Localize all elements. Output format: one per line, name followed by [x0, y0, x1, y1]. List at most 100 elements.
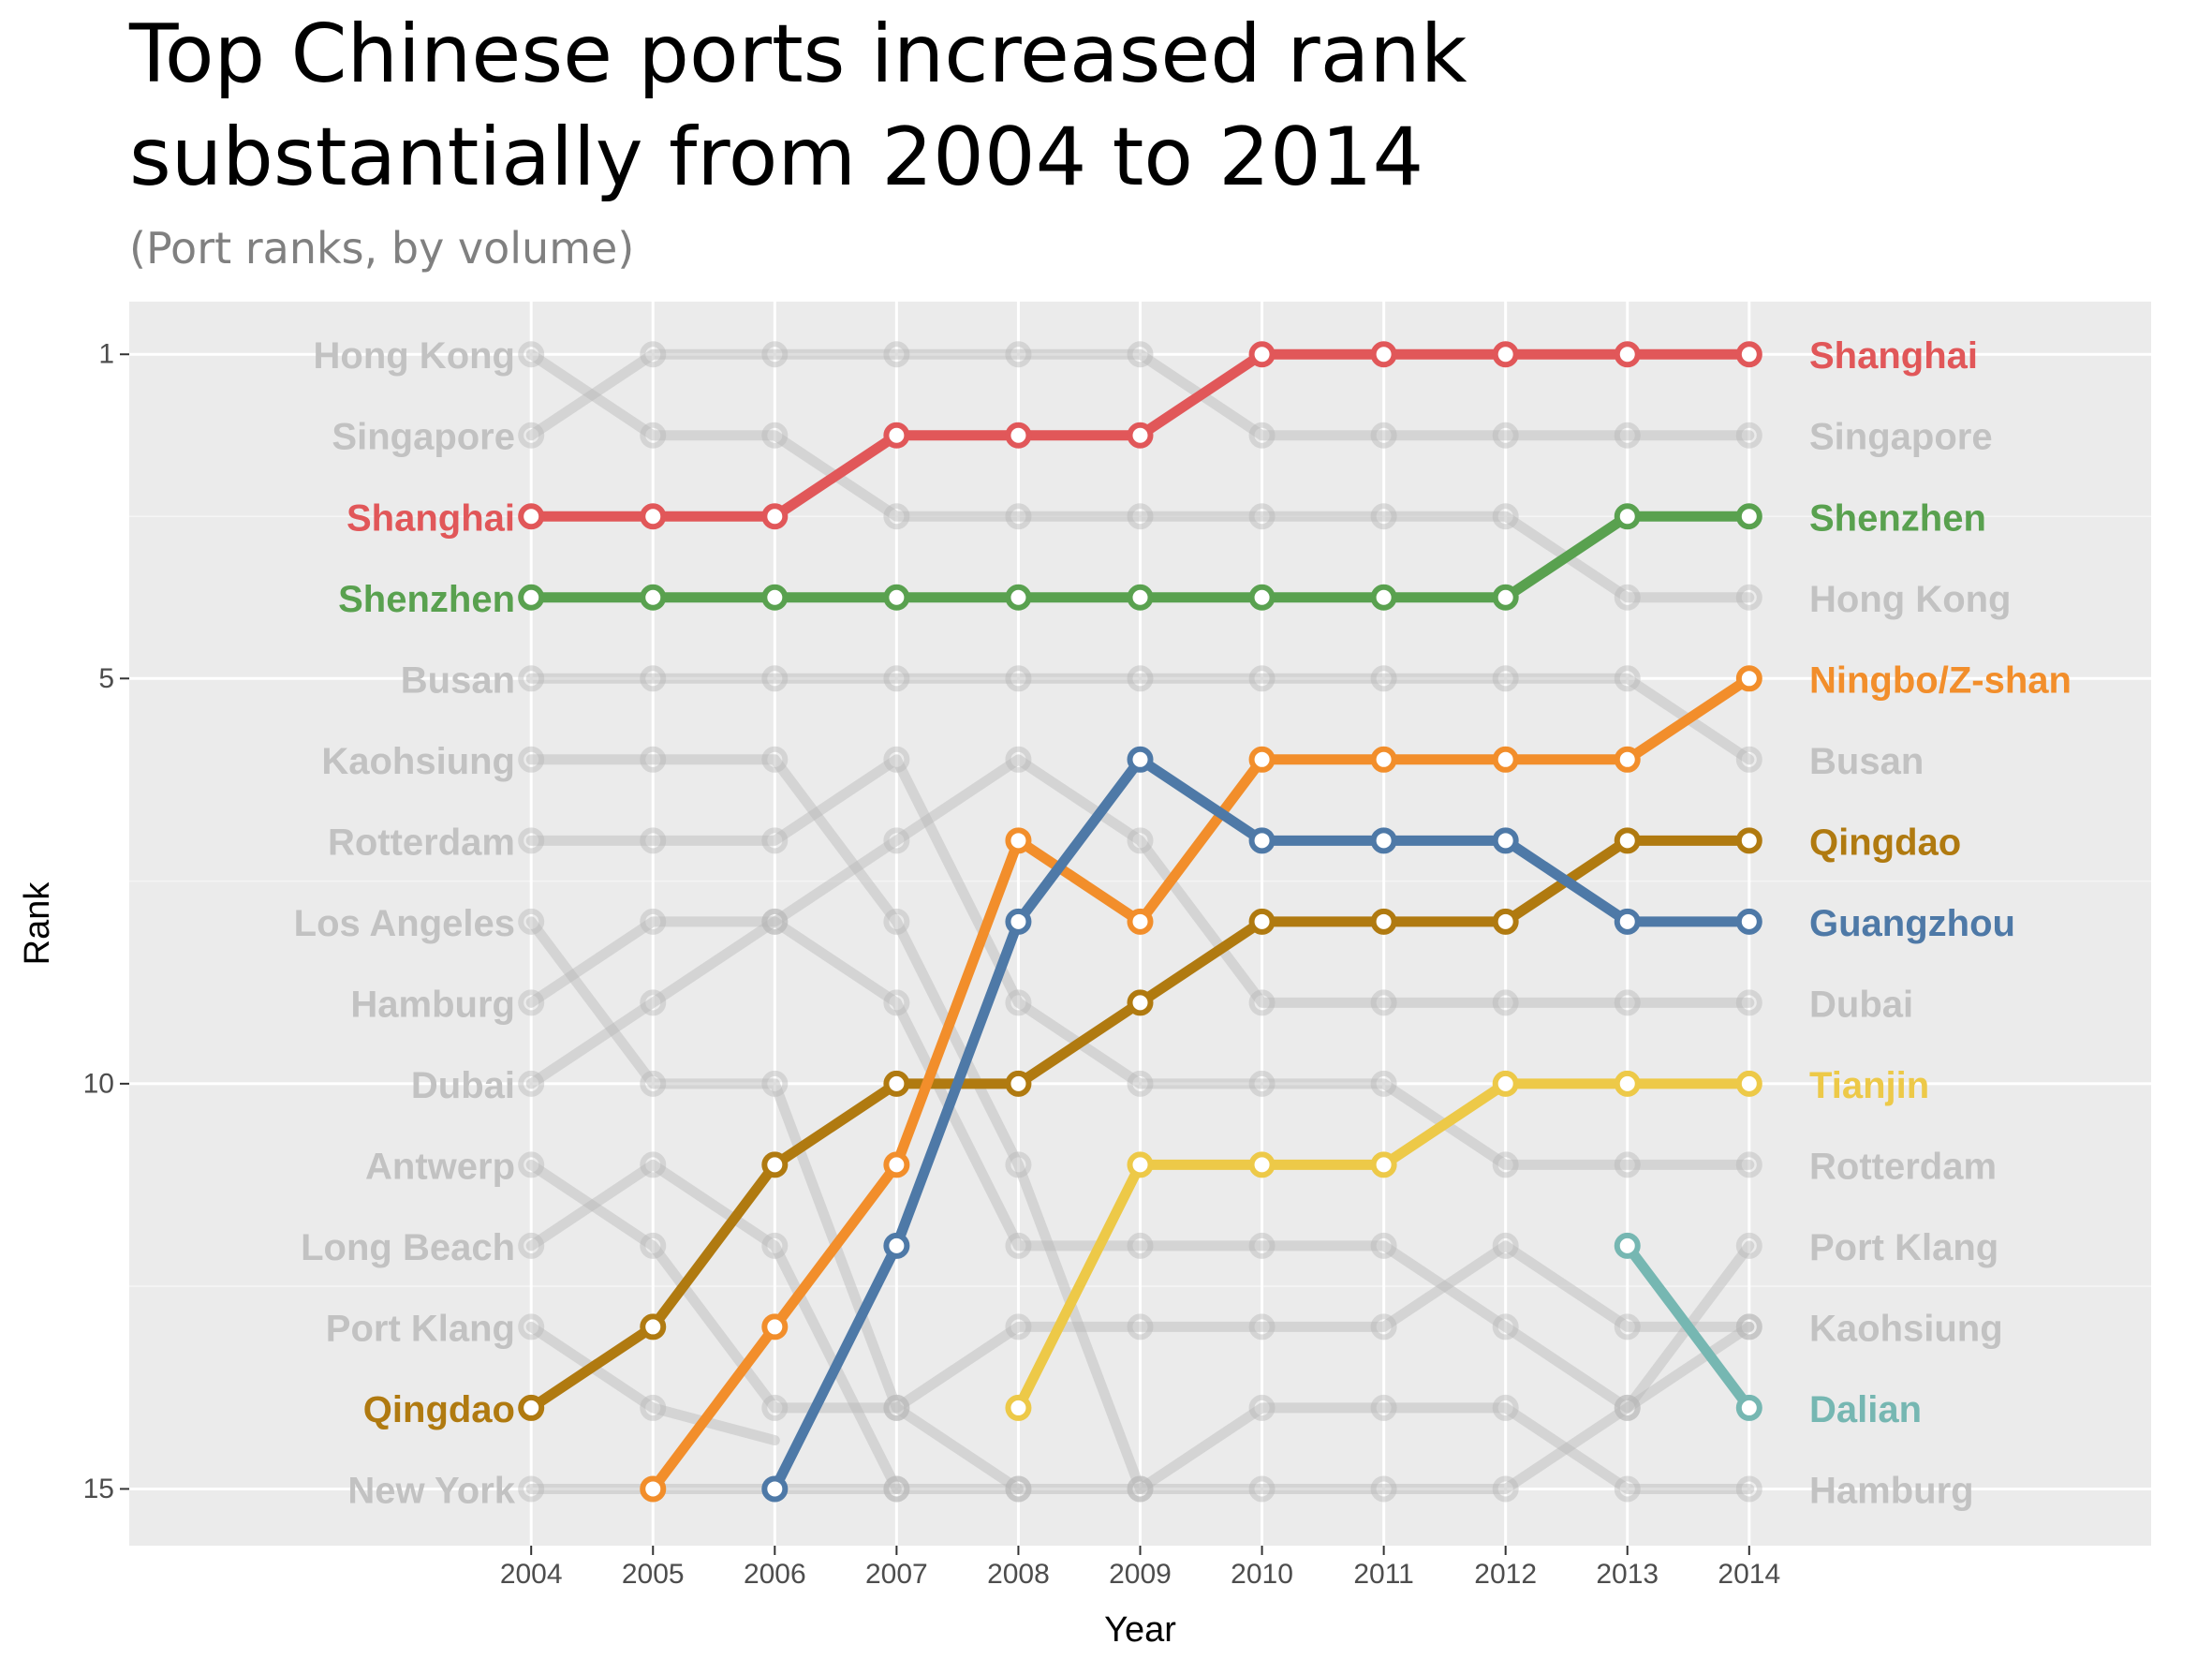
data-point-kaohsiung-2005 [640, 746, 667, 773]
data-point-new-york-2010 [1248, 1394, 1276, 1421]
data-point-busan-2013 [1614, 665, 1641, 692]
data-point-los-angeles-2007 [883, 1394, 910, 1421]
data-point-hong-kong-2006 [761, 422, 789, 449]
right-label-tianjin: Tianjin [1809, 1065, 1929, 1106]
chart-subtitle: (Port ranks, by volume) [129, 223, 635, 274]
data-point-busan-2005 [640, 665, 667, 692]
data-point-guangzhou-2014 [1735, 908, 1762, 935]
data-point-shanghai-2010 [1248, 341, 1276, 368]
data-point-qingdao-2005 [640, 1313, 667, 1341]
right-label-kaohsiung: Kaohsiung [1809, 1308, 2003, 1349]
data-point-shenzhen-2009 [1127, 584, 1154, 611]
data-point-shanghai-2008 [1005, 422, 1032, 449]
right-label-hong-kong: Hong Kong [1809, 579, 2012, 620]
series-line-los-angeles [525, 916, 1024, 1494]
left-label-antwerp: Antwerp [365, 1146, 515, 1187]
data-point-dubai-2011 [1370, 1232, 1397, 1259]
data-point-dubai-2007 [883, 989, 910, 1016]
data-point-port-klang-2005 [640, 1394, 667, 1421]
data-point-new-york-2012 [1492, 1394, 1519, 1421]
left-label-shenzhen: Shenzhen [338, 579, 515, 620]
data-point-hamburg-2012 [1492, 989, 1519, 1016]
left-label-dubai: Dubai [411, 1065, 515, 1106]
data-point-ningbo-z-shan-2006 [761, 1313, 789, 1341]
series-line-busan [525, 673, 1755, 765]
data-point-los-angeles-2005 [640, 1070, 667, 1097]
data-point-los-angeles-2008 [1005, 1475, 1032, 1503]
x-tick-label-2011: 2011 [1353, 1559, 1414, 1590]
data-point-shanghai-2012 [1492, 341, 1519, 368]
x-axis-title: Year [1104, 1610, 1176, 1650]
right-label-shenzhen: Shenzhen [1809, 497, 1986, 539]
data-point-ningbo-z-shan-2012 [1492, 746, 1519, 773]
right-label-guangzhou: Guangzhou [1809, 903, 2015, 944]
data-point-shenzhen-2007 [883, 584, 910, 611]
data-point-rotterdam-2011 [1370, 1070, 1397, 1097]
right-label-hamburg: Hamburg [1809, 1470, 1974, 1511]
data-point-tianjin-2011 [1370, 1151, 1397, 1178]
data-point-qingdao-2008 [1005, 1070, 1032, 1097]
data-point-dalian-2013 [1614, 1232, 1641, 1259]
data-point-singapore-2007 [883, 341, 910, 368]
data-point-dubai-2005 [640, 989, 667, 1016]
data-point-hamburg-2013 [1614, 989, 1641, 1016]
left-label-hamburg: Hamburg [350, 984, 515, 1025]
series-line-rotterdam [525, 754, 1755, 1170]
x-tick-label-2008: 2008 [987, 1559, 1050, 1590]
y-axis-title: Rank [18, 881, 57, 966]
data-point-ningbo-z-shan-2008 [1005, 827, 1032, 854]
data-point-tianjin-2013 [1614, 1070, 1641, 1097]
data-point-hong-kong-2008 [1005, 503, 1032, 530]
data-point-hamburg-2014 [1735, 989, 1762, 1016]
data-point-hamburg-2009 [1127, 827, 1154, 854]
data-point-hong-kong-2014 [1735, 584, 1762, 611]
data-point-singapore-2013 [1614, 422, 1641, 449]
data-point-guangzhou-2010 [1248, 827, 1276, 854]
left-label-los-angeles: Los Angeles [294, 903, 515, 944]
data-point-rotterdam-2006 [761, 827, 789, 854]
data-point-guangzhou-2007 [883, 1232, 910, 1259]
data-point-shanghai-2007 [883, 422, 910, 449]
data-point-antwerp-2013 [1614, 1313, 1641, 1341]
data-point-rotterdam-2005 [640, 827, 667, 854]
data-point-kaohsiung-2014 [1735, 1313, 1762, 1341]
chart-title-line-1: Top Chinese ports increased rank [129, 7, 1467, 101]
data-point-dubai-2008 [1005, 1232, 1032, 1259]
data-point-qingdao-2004 [518, 1394, 545, 1421]
series-line-port-klang [525, 1321, 780, 1446]
data-point-shanghai-2006 [761, 503, 789, 530]
data-point-rotterdam-2010 [1248, 1070, 1276, 1097]
left-label-hong-kong: Hong Kong [314, 335, 516, 377]
data-point-hamburg-2004 [518, 989, 545, 1016]
data-point-qingdao-2011 [1370, 908, 1397, 935]
left-label-singapore: Singapore [332, 417, 515, 458]
x-tick-label-2009: 2009 [1109, 1559, 1172, 1590]
data-point-kaohsiung-2013 [1614, 1394, 1641, 1421]
data-point-hamburg-2008 [1005, 746, 1032, 773]
data-point-shenzhen-2004 [518, 584, 545, 611]
y-tick-label-1: 1 [98, 339, 114, 370]
data-point-antwerp-2004 [518, 1151, 545, 1178]
data-point-antwerp-2012 [1492, 1232, 1519, 1259]
series-line-ningbo-z-shan [647, 673, 1755, 1494]
data-point-rotterdam-2013 [1614, 1151, 1641, 1178]
data-point-dubai-2009 [1127, 1232, 1154, 1259]
right-label-ningbo-z-shan: Ningbo/Z-shan [1809, 659, 2072, 701]
x-tick-label-2014: 2014 [1718, 1559, 1780, 1590]
data-point-ningbo-z-shan-2005 [640, 1475, 667, 1503]
x-tick-label-2010: 2010 [1231, 1559, 1293, 1590]
data-point-long-beach-2005 [640, 1151, 667, 1178]
data-point-rotterdam-2004 [518, 827, 545, 854]
data-point-dubai-2013 [1614, 1394, 1641, 1421]
y-tick-label-5: 5 [98, 663, 114, 694]
data-point-qingdao-2014 [1735, 827, 1762, 854]
left-label-qingdao: Qingdao [363, 1389, 515, 1430]
right-label-dubai: Dubai [1809, 984, 1913, 1025]
data-point-port-klang-2004 [518, 1313, 545, 1341]
data-point-ningbo-z-shan-2013 [1614, 746, 1641, 773]
left-label-new-york: New York [347, 1470, 515, 1511]
data-point-hong-kong-2012 [1492, 503, 1519, 530]
data-point-qingdao-2009 [1127, 989, 1154, 1016]
data-point-antwerp-2009 [1127, 1313, 1154, 1341]
